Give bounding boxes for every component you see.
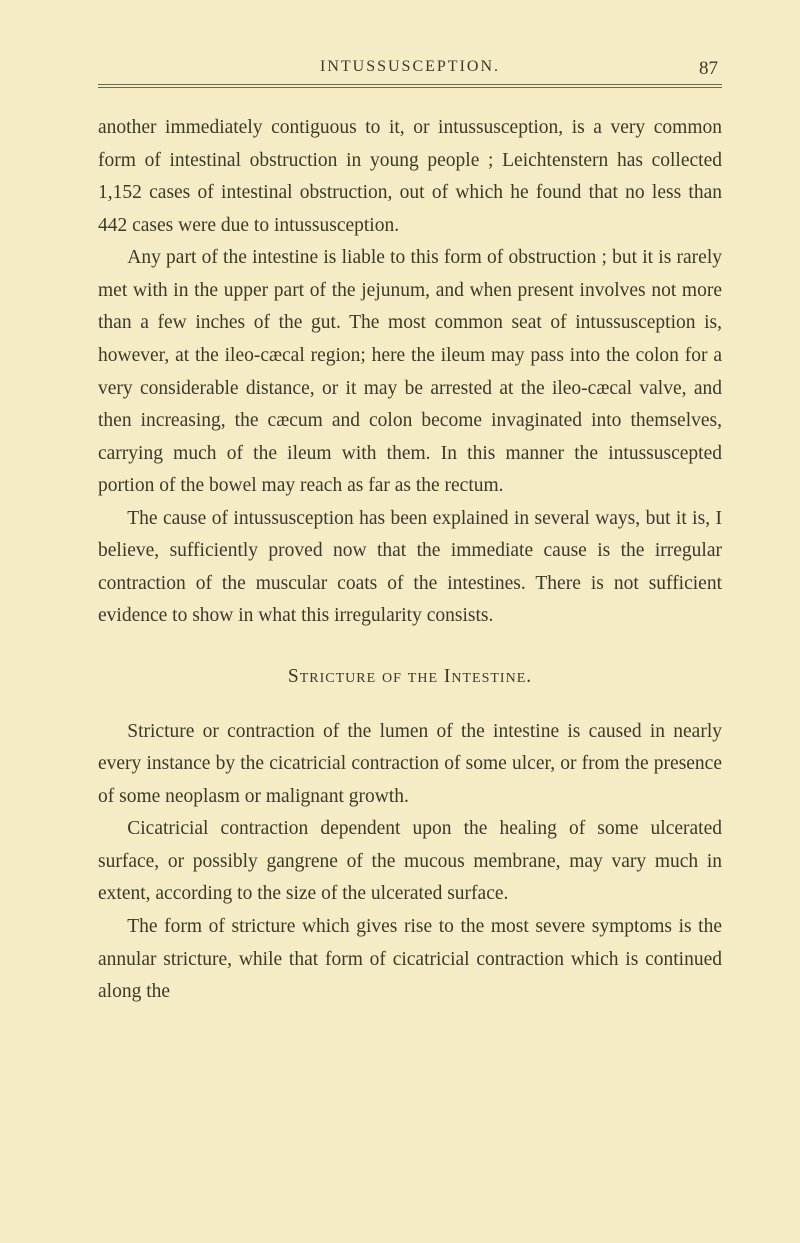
header-rule-top: [98, 84, 722, 85]
header-rule-bottom: [98, 87, 722, 88]
paragraph-6: The form of stricture which gives rise t…: [98, 911, 722, 1009]
page-number: 87: [699, 58, 718, 80]
paragraph-1: another immediately contiguous to it, or…: [98, 112, 722, 242]
section-heading: Stricture of the Intestine.: [98, 661, 722, 694]
paragraph-2: Any part of the intestine is liable to t…: [98, 242, 722, 503]
page-body: another immediately contiguous to it, or…: [98, 112, 722, 1009]
running-header: INTUSSUSCEPTION.: [106, 58, 714, 76]
paragraph-5: Cicatricial contraction dependent upon t…: [98, 813, 722, 911]
paragraph-3: The cause of intussusception has been ex…: [98, 503, 722, 633]
paragraph-4: Stricture or contraction of the lumen of…: [98, 716, 722, 814]
